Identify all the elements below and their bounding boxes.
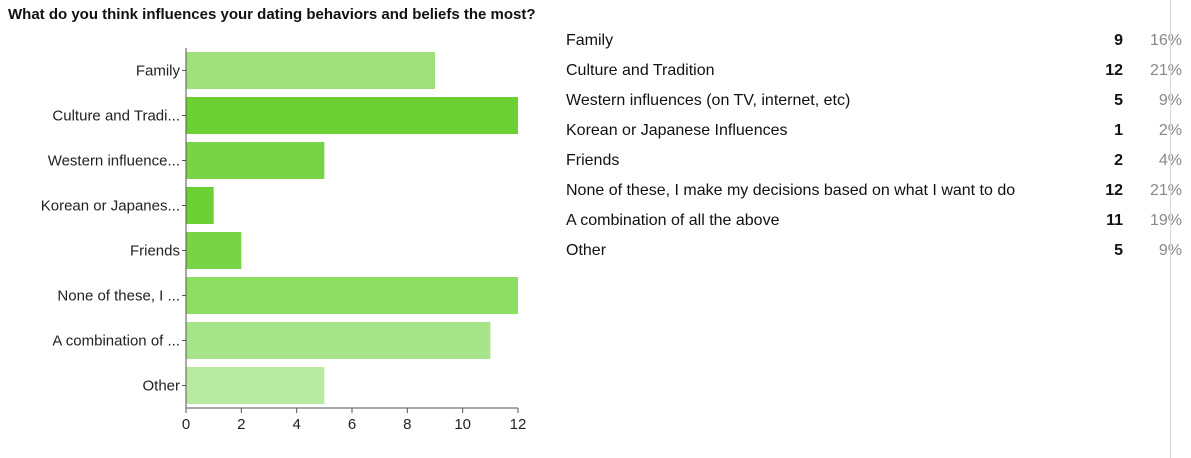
summary-label: Culture and Tradition: [566, 62, 715, 79]
summary-percent: 19%: [1149, 212, 1182, 229]
summary-row: None of these, I make my decisions based…: [566, 180, 1186, 210]
x-tick-label: 12: [510, 416, 527, 433]
bar: [186, 142, 325, 179]
category-label: Family: [136, 63, 181, 80]
bar: [186, 52, 435, 89]
bar-chart: Family Culture and Tradi... Western influe…: [41, 48, 527, 433]
summary-label: Friends: [566, 152, 620, 169]
bar: [186, 232, 242, 269]
x-tick-label: 10: [454, 416, 471, 433]
summary-label: None of these, I make my decisions based…: [566, 182, 1016, 199]
summary-count: 12: [1105, 62, 1123, 79]
category-label: Western influence...: [48, 153, 180, 170]
summary-percent: 21%: [1149, 182, 1182, 199]
bar: [186, 322, 491, 359]
summary-label: A combination of all the above: [566, 212, 780, 229]
bar: [186, 367, 325, 404]
summary-percent: 16%: [1149, 32, 1182, 49]
x-tick-label: 8: [403, 416, 411, 433]
category-label: A combination of ...: [52, 333, 180, 350]
summary-percent: 21%: [1149, 62, 1182, 79]
summary-row: Korean or Japanese Influences 1 2%: [566, 120, 1186, 150]
summary-row: Other 5 9%: [566, 240, 1186, 270]
category-label: None of these, I ...: [57, 288, 180, 305]
bar: [186, 187, 214, 224]
summary-label: Western influences (on TV, internet, etc…: [566, 92, 851, 109]
question-title: What do you think influences your dating…: [8, 6, 536, 23]
x-tick-label: 6: [348, 416, 356, 433]
category-label: Culture and Tradi...: [52, 108, 180, 125]
summary-row: A combination of all the above 11 19%: [566, 210, 1186, 240]
category-label: Other: [142, 378, 180, 395]
bar: [186, 277, 518, 314]
panel-divider: [1170, 0, 1171, 458]
summary-row: Western influences (on TV, internet, etc…: [566, 90, 1186, 120]
bar: [186, 97, 518, 134]
summary-row: Friends 2 4%: [566, 150, 1186, 180]
summary-label: Family: [566, 32, 614, 49]
summary-count: 2: [1114, 152, 1123, 169]
summary-label: Other: [566, 242, 607, 259]
summary-row: Culture and Tradition 12 21%: [566, 60, 1186, 90]
x-tick-label: 2: [237, 416, 245, 433]
category-label: Friends: [130, 243, 180, 260]
summary-count: 11: [1106, 212, 1123, 229]
summary-count: 5: [1114, 92, 1123, 109]
x-tick-label: 0: [182, 416, 190, 433]
x-tick-label: 4: [292, 416, 300, 433]
category-label: Korean or Japanes...: [41, 198, 180, 215]
summary-count: 1: [1114, 122, 1123, 139]
summary-count: 5: [1114, 242, 1123, 259]
summary-count: 9: [1114, 32, 1123, 49]
summary-row: Family 9 16%: [566, 30, 1186, 60]
summary-count: 12: [1105, 182, 1123, 199]
summary-label: Korean or Japanese Influences: [566, 122, 788, 139]
